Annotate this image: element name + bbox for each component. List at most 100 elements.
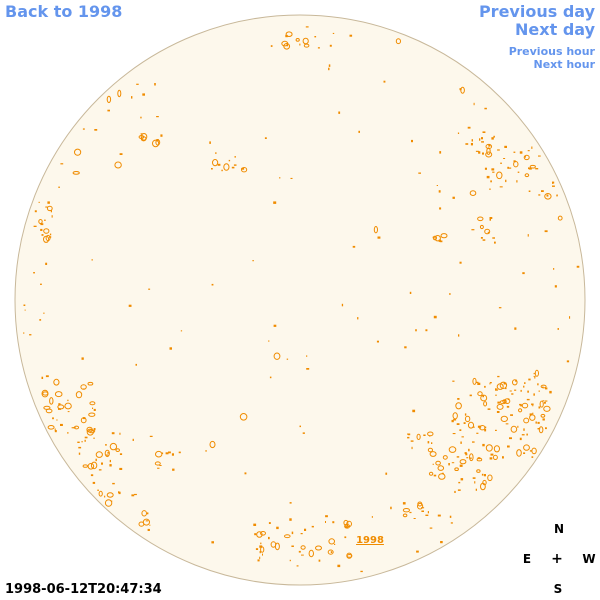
contour-speck — [407, 433, 411, 436]
contour-speck — [145, 520, 149, 522]
contour-ring — [46, 205, 53, 212]
contour-speck — [482, 443, 485, 447]
contour-speck — [118, 491, 121, 495]
region-label-link[interactable]: 1998 — [356, 535, 384, 546]
contour-speck — [489, 217, 493, 219]
contour-speck — [528, 190, 531, 192]
back-to-year-link[interactable]: Back to 1998 — [5, 2, 123, 21]
contour-speck — [165, 452, 169, 455]
contour-ring — [274, 542, 280, 551]
contour-speck — [334, 543, 336, 545]
contour-speck — [495, 429, 497, 431]
contour-speck — [77, 441, 80, 443]
contour-speck — [482, 131, 486, 133]
contour-ring — [43, 228, 50, 234]
contour-speck — [552, 185, 555, 187]
contour-ring — [86, 428, 94, 436]
contour-speck — [546, 194, 549, 197]
contour-ring — [47, 425, 55, 430]
contour-speck — [432, 236, 435, 238]
contour-ring — [454, 467, 459, 472]
previous-hour-link[interactable]: Previous hour — [508, 45, 595, 58]
contour-speck — [476, 381, 479, 383]
contour-ring — [260, 531, 266, 536]
contour-speck — [545, 427, 547, 430]
contour-ring — [87, 381, 94, 386]
contour-speck — [306, 368, 310, 370]
contour-speck — [515, 379, 517, 382]
contour-ring — [117, 89, 122, 98]
next-day-link[interactable]: Next day — [515, 20, 595, 39]
region-label[interactable]: 1998 — [356, 535, 384, 546]
contour-ring — [529, 414, 536, 421]
contour-ring — [395, 38, 401, 45]
contour-speck — [514, 389, 517, 391]
next-hour-link[interactable]: Next hour — [533, 58, 596, 71]
contour-ring — [273, 352, 281, 360]
contour-speck — [98, 469, 102, 471]
contour-speck — [111, 432, 115, 435]
contour-speck — [529, 413, 533, 416]
contour-speck — [477, 425, 481, 428]
contour-ring — [106, 492, 114, 498]
contour-speck — [505, 387, 507, 390]
contour-speck — [279, 177, 281, 179]
contour-ring — [540, 384, 547, 389]
contour-speck — [58, 403, 61, 406]
contour-speck — [286, 43, 288, 46]
contour-speck — [459, 261, 462, 264]
contour-speck — [527, 390, 529, 393]
contour-ring — [283, 43, 291, 50]
contour-speck — [112, 482, 115, 485]
contour-speck — [91, 259, 93, 261]
contour-speck — [338, 111, 341, 114]
contour-speck — [253, 523, 257, 526]
contour-speck — [92, 407, 94, 409]
contour-speck — [352, 245, 356, 248]
contour-speck — [538, 155, 541, 157]
contour-speck — [119, 453, 123, 455]
contour-ring — [346, 554, 353, 558]
contour-speck — [473, 102, 475, 106]
contour-ring — [141, 510, 147, 517]
contour-speck — [172, 468, 175, 471]
contour-ring — [534, 369, 540, 377]
contour-speck — [471, 139, 473, 142]
contour-speck — [221, 169, 223, 172]
contour-speck — [268, 522, 271, 524]
contour-speck — [244, 472, 247, 475]
contour-speck — [496, 411, 500, 413]
contour-speck — [234, 156, 236, 158]
contour-ring — [485, 151, 493, 158]
contour-speck — [566, 360, 570, 363]
contour-speck — [449, 515, 452, 518]
contour-speck — [43, 312, 45, 314]
contour-speck — [217, 163, 221, 166]
contour-speck — [490, 180, 492, 183]
contour-speck — [523, 385, 525, 388]
contour-ring — [142, 518, 150, 526]
contour-speck — [264, 137, 267, 139]
contour-ring — [452, 412, 458, 420]
previous-day-link[interactable]: Previous day — [478, 2, 595, 21]
contour-speck — [385, 472, 388, 475]
contour-speck — [537, 383, 539, 386]
compass-west: W — [582, 552, 596, 566]
contour-speck — [514, 327, 517, 330]
contour-speck — [541, 386, 544, 388]
contour-ring — [496, 171, 503, 180]
contour-speck — [517, 425, 519, 428]
contour-speck — [475, 150, 479, 152]
contour-speck — [358, 130, 360, 133]
contour-ring — [74, 148, 82, 156]
contour-speck — [411, 139, 413, 143]
contour-speck — [457, 489, 461, 491]
contour-ring — [295, 38, 300, 42]
contour-speck — [519, 151, 523, 154]
contour-ring — [95, 451, 103, 458]
contour-ring — [57, 404, 65, 410]
contour-speck — [128, 304, 132, 307]
contour-speck — [504, 145, 507, 148]
contour-speck — [497, 375, 500, 378]
contour-speck — [49, 236, 52, 238]
